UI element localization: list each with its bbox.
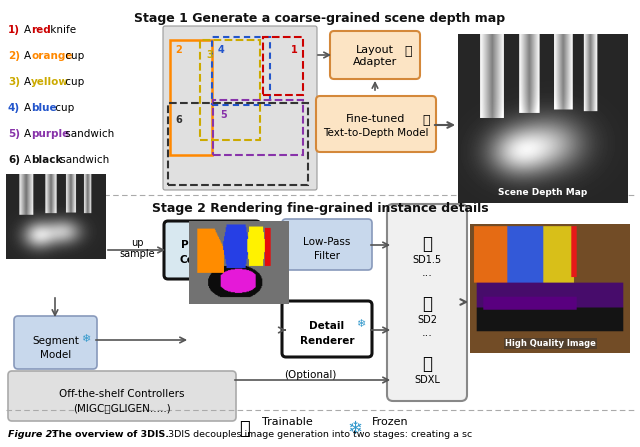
Bar — [170, 40, 212, 155]
Bar — [263, 37, 303, 95]
Text: A: A — [24, 77, 35, 87]
Text: cup: cup — [62, 51, 84, 61]
Text: 3DIS decouples image generation into two stages: creating a sc: 3DIS decouples image generation into two… — [165, 430, 472, 439]
FancyBboxPatch shape — [387, 204, 467, 401]
Text: Layout: Layout — [356, 45, 394, 55]
Text: ...: ... — [422, 328, 433, 338]
Text: Segment: Segment — [32, 336, 79, 346]
Text: knife: knife — [47, 25, 76, 35]
Text: 🧑: 🧑 — [422, 295, 432, 313]
Text: 🧑: 🧑 — [422, 235, 432, 253]
Text: A: A — [24, 51, 35, 61]
Text: 🔥: 🔥 — [404, 45, 412, 58]
Text: 4): 4) — [8, 103, 20, 113]
Text: sandwich: sandwich — [57, 155, 109, 165]
Text: Fine-tuned: Fine-tuned — [346, 114, 406, 124]
Bar — [168, 103, 308, 185]
Text: Model: Model — [40, 350, 71, 360]
Text: Text-to-Depth Model: Text-to-Depth Model — [323, 128, 429, 138]
Text: ❄: ❄ — [348, 420, 363, 438]
Text: SDXL: SDXL — [414, 375, 440, 385]
Text: SD1.5: SD1.5 — [412, 255, 442, 265]
Text: Pretrained: Pretrained — [180, 240, 243, 250]
Text: 6): 6) — [8, 155, 20, 165]
Text: orange: orange — [31, 51, 72, 61]
Bar — [212, 37, 270, 105]
Text: cup: cup — [52, 103, 74, 113]
Text: ...: ... — [422, 268, 433, 278]
Text: Low-Pass: Low-Pass — [303, 237, 351, 247]
Text: 🔥: 🔥 — [239, 420, 250, 438]
Text: 2): 2) — [8, 51, 20, 61]
Text: ControlNet: ControlNet — [180, 255, 244, 265]
Text: 4: 4 — [218, 45, 225, 55]
Text: Scene Depth Map: Scene Depth Map — [499, 188, 588, 197]
Text: ❄: ❄ — [356, 319, 365, 329]
Text: 6: 6 — [175, 115, 182, 125]
Text: A: A — [24, 103, 35, 113]
Text: 1): 1) — [8, 25, 20, 35]
Text: Trainable: Trainable — [262, 417, 313, 427]
Text: Stage 2 Rendering fine-grained instance details: Stage 2 Rendering fine-grained instance … — [152, 202, 488, 215]
Text: Off-the-shelf Controllers: Off-the-shelf Controllers — [60, 389, 185, 399]
FancyBboxPatch shape — [163, 26, 317, 190]
Text: 5): 5) — [8, 129, 20, 139]
Text: 1: 1 — [291, 45, 298, 55]
Text: Adapter: Adapter — [353, 57, 397, 67]
Text: (Optional): (Optional) — [284, 370, 336, 380]
Text: yellow: yellow — [31, 77, 69, 87]
Text: Renderer: Renderer — [300, 336, 355, 346]
FancyBboxPatch shape — [164, 221, 260, 279]
Text: SD2: SD2 — [417, 315, 437, 325]
Text: Figure 2:: Figure 2: — [8, 430, 60, 439]
FancyBboxPatch shape — [282, 301, 372, 357]
Text: The overview of 3DIS.: The overview of 3DIS. — [52, 430, 169, 439]
FancyBboxPatch shape — [330, 31, 420, 79]
Text: Detail: Detail — [309, 321, 344, 331]
Text: red: red — [31, 25, 51, 35]
Text: High Quality Image: High Quality Image — [505, 339, 596, 348]
Text: A: A — [24, 155, 35, 165]
Text: A: A — [24, 129, 35, 139]
Text: 🔥: 🔥 — [422, 114, 429, 127]
Text: 🧑: 🧑 — [422, 355, 432, 373]
Text: up: up — [131, 238, 143, 248]
Text: sample: sample — [119, 249, 155, 259]
Text: 3): 3) — [8, 77, 20, 87]
Text: Stage 1 Generate a coarse-grained scene depth map: Stage 1 Generate a coarse-grained scene … — [134, 12, 506, 25]
Text: purple: purple — [31, 129, 69, 139]
Text: Filter: Filter — [314, 251, 340, 261]
Text: (MIGC、GLIGEN.....): (MIGC、GLIGEN.....) — [73, 403, 171, 413]
Bar — [200, 40, 260, 140]
Text: cup: cup — [62, 77, 84, 87]
Text: ❄: ❄ — [244, 237, 253, 247]
FancyBboxPatch shape — [14, 316, 97, 369]
Text: Frozen: Frozen — [372, 417, 408, 427]
Text: 5: 5 — [220, 110, 227, 120]
Text: 2: 2 — [175, 45, 182, 55]
Text: ❄: ❄ — [81, 334, 90, 344]
Text: 3: 3 — [206, 50, 212, 60]
FancyBboxPatch shape — [282, 219, 372, 270]
Text: black: black — [31, 155, 63, 165]
Text: sandwich: sandwich — [62, 129, 115, 139]
FancyBboxPatch shape — [316, 96, 436, 152]
FancyBboxPatch shape — [8, 371, 236, 421]
Text: blue: blue — [31, 103, 56, 113]
Text: A: A — [24, 25, 35, 35]
Bar — [213, 100, 303, 155]
